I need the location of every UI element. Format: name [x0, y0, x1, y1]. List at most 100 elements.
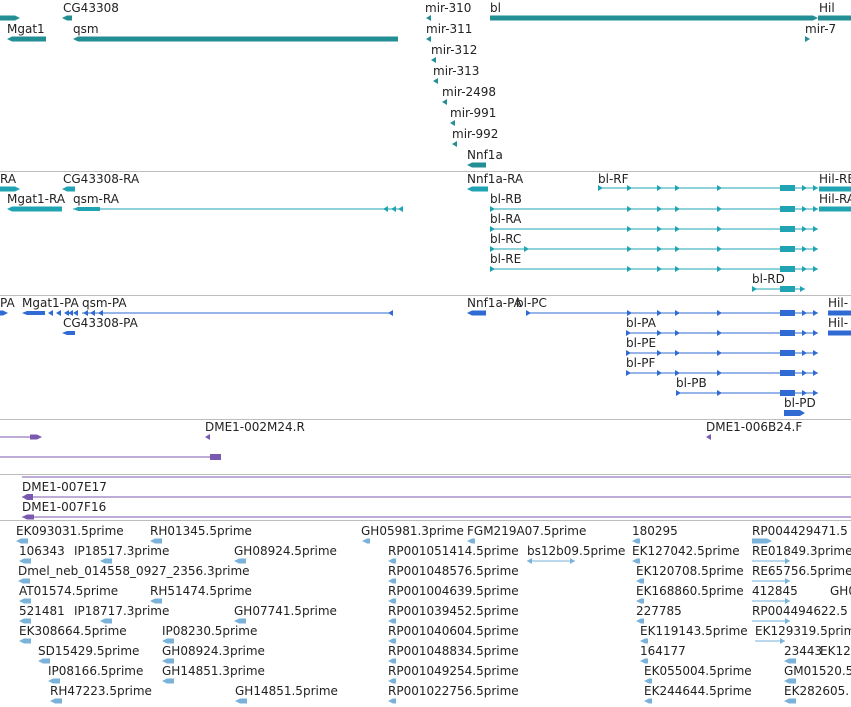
protein-arrow[interactable]: [657, 330, 662, 336]
gene-glyph[interactable]: [805, 36, 810, 42]
feature-label-gh05981-3prime[interactable]: GH05981.3prime: [361, 524, 464, 538]
feature-label-sd15429-5prime[interactable]: SD15429.5prime: [38, 644, 140, 658]
est-glyph[interactable]: [636, 578, 644, 584]
transcript-exon[interactable]: [780, 226, 795, 232]
est-glyph[interactable]: [784, 658, 796, 664]
transcript-arrow[interactable]: [657, 185, 662, 191]
feature-label-bl-ra[interactable]: bl-RA: [490, 212, 522, 226]
protein-arrow[interactable]: [388, 310, 393, 316]
feature-label-bl-rd[interactable]: bl-RD: [752, 272, 785, 286]
feature-label-180295[interactable]: 180295: [632, 524, 678, 538]
transcript-arrow[interactable]: [717, 266, 722, 272]
protein-arrow[interactable]: [813, 310, 818, 316]
feature-label-mir-311[interactable]: mir-311: [426, 22, 473, 36]
feature-label-dme1-007f16[interactable]: DME1-007F16: [22, 500, 107, 514]
clone-glyph[interactable]: [706, 434, 711, 440]
protein-arrow[interactable]: [48, 310, 53, 316]
feature-label-hil-rb[interactable]: Hil-RB: [819, 172, 851, 186]
protein-glyph[interactable]: [828, 310, 851, 316]
protein-exon[interactable]: [780, 370, 795, 376]
transcript-arrow[interactable]: [627, 246, 632, 252]
mirna-glyph[interactable]: [426, 15, 431, 21]
feature-label-rh47223-5prime[interactable]: RH47223.5prime: [50, 684, 152, 698]
protein-arrow[interactable]: [626, 330, 631, 336]
protein-arrow[interactable]: [717, 310, 722, 316]
clone-glyph[interactable]: [210, 454, 221, 460]
feature-label-ek168860-5prime[interactable]: EK168860.5prime: [636, 584, 744, 598]
transcript-exon[interactable]: [780, 266, 795, 272]
feature-label-ek282605[interactable]: EK282605.: [784, 684, 850, 698]
transcript-arrow[interactable]: [657, 266, 662, 272]
transcript-glyph[interactable]: [467, 186, 488, 192]
est-glyph[interactable]: [632, 558, 640, 564]
feature-label-mir-2498[interactable]: mir-2498: [442, 85, 497, 99]
protein-exon[interactable]: [784, 410, 800, 416]
transcript-arrow[interactable]: [490, 206, 495, 212]
feature-label-bl-pc[interactable]: bl-PC: [516, 296, 547, 310]
feature-label-mgat1[interactable]: Mgat1: [7, 22, 45, 36]
est-glyph[interactable]: [50, 698, 62, 704]
feature-label-at01574-5prime[interactable]: AT01574.5prime: [19, 584, 119, 598]
protein-arrow[interactable]: [526, 310, 531, 316]
feature-label-nnf1a[interactable]: Nnf1a: [467, 148, 503, 162]
feature-label-bl-pe[interactable]: bl-PE: [626, 336, 657, 350]
est-glyph[interactable]: [784, 698, 796, 704]
feature-label-rp001051414-5prime[interactable]: RP001051414.5prime: [388, 544, 519, 558]
transcript-arrow[interactable]: [717, 226, 722, 232]
feature-label-rp004429471-5[interactable]: RP004429471.5: [752, 524, 848, 538]
feature-label-dme1-006b24-f[interactable]: DME1-006B24.F: [706, 420, 803, 434]
transcript-arrow[interactable]: [802, 266, 807, 272]
feature-label-ra[interactable]: RA: [0, 172, 17, 186]
est-glyph[interactable]: [640, 638, 648, 644]
protein-arrow[interactable]: [813, 350, 818, 356]
gene-glyph[interactable]: [62, 15, 72, 21]
est-glyph[interactable]: [388, 618, 396, 624]
transcript-arrow[interactable]: [657, 206, 662, 212]
feature-label-mir-312[interactable]: mir-312: [431, 43, 478, 57]
transcript-arrow[interactable]: [383, 206, 388, 212]
feature-label-521481[interactable]: 521481: [19, 604, 65, 618]
feature-label-re65756-5prime[interactable]: RE65756.5prime: [752, 564, 851, 578]
mirna-glyph[interactable]: [442, 99, 447, 105]
feature-label-106343[interactable]: 106343: [19, 544, 65, 558]
feature-label-gh14851-3prime[interactable]: GH14851.3prime: [162, 664, 265, 678]
transcript-glyph[interactable]: [0, 186, 20, 192]
transcript-exon[interactable]: [780, 206, 795, 212]
gene-glyph[interactable]: [467, 162, 486, 168]
mirna-glyph[interactable]: [450, 120, 455, 126]
feature-label-mir-313[interactable]: mir-313: [433, 64, 480, 78]
transcript-arrow[interactable]: [391, 206, 396, 212]
transcript-arrow[interactable]: [598, 185, 603, 191]
est-glyph[interactable]: [467, 538, 475, 544]
transcript-arrow[interactable]: [657, 226, 662, 232]
protein-glyph[interactable]: [62, 331, 75, 335]
feature-label-bl-pd[interactable]: bl-PD: [784, 396, 816, 410]
est-glyph[interactable]: [636, 618, 644, 624]
est-glyph[interactable]: [162, 638, 174, 644]
feature-label-bl-pb[interactable]: bl-PB: [676, 376, 707, 390]
transcript-arrow[interactable]: [675, 206, 680, 212]
feature-label-rp001022756-5prime[interactable]: RP001022756.5prime: [388, 684, 519, 698]
feature-label-dmel-neb-014558-0927-2356-3prime[interactable]: Dmel_neb_014558_0927_2356.3prime: [18, 564, 250, 578]
protein-arrow[interactable]: [802, 310, 807, 316]
protein-arrow[interactable]: [626, 370, 631, 376]
est-glyph[interactable]: [38, 658, 50, 664]
feature-label-qsm-ra[interactable]: qsm-RA: [73, 192, 119, 206]
protein-arrow[interactable]: [68, 310, 73, 316]
feature-label-gh0985[interactable]: GH0985: [830, 584, 851, 598]
feature-label-ek127042-5prime[interactable]: EK127042.5prime: [632, 544, 740, 558]
feature-label-mgat1-pa[interactable]: Mgat1-PA: [22, 296, 79, 310]
feature-label-ip08230-5prime[interactable]: IP08230.5prime: [162, 624, 258, 638]
est-arrow[interactable]: [785, 598, 790, 604]
gene-glyph[interactable]: [0, 15, 20, 21]
protein-arrow[interactable]: [98, 310, 103, 316]
feature-label-ek12[interactable]: EK12: [820, 644, 851, 658]
est-glyph[interactable]: [150, 598, 162, 604]
feature-label-rp001039452-5prime[interactable]: RP001039452.5prime: [388, 604, 519, 618]
gene-glyph[interactable]: [490, 15, 818, 21]
feature-label-rp001049254-5prime[interactable]: RP001049254.5prime: [388, 664, 519, 678]
transcript-arrow[interactable]: [627, 226, 632, 232]
est-glyph[interactable]: [19, 638, 31, 644]
protein-arrow[interactable]: [675, 370, 680, 376]
feature-label-re01849-3prime[interactable]: RE01849.3prime: [752, 544, 851, 558]
